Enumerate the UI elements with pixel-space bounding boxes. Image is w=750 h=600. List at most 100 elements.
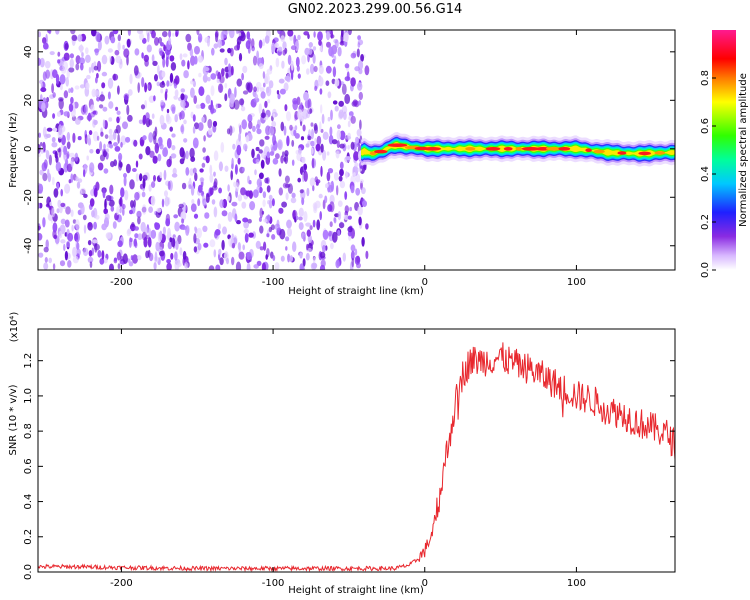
noise-speckle [70,87,74,93]
noise-speckle [300,136,305,141]
noise-speckle [217,39,223,48]
noise-speckle [359,179,364,184]
noise-speckle [39,57,45,68]
noise-speckle [344,93,351,105]
y-tick-label: 40 [23,45,34,58]
noise-speckle [196,227,202,239]
noise-speckle [259,87,265,93]
noise-speckle [246,31,251,40]
noise-speckle [38,233,43,241]
noise-speckle [227,47,232,54]
noise-speckle [339,130,346,141]
noise-speckle [274,223,281,231]
noise-speckle [87,256,94,263]
noise-speckle [253,97,260,103]
noise-speckle [220,142,225,153]
noise-speckle [65,206,71,215]
noise-speckle [248,180,252,185]
noise-speckle [40,87,47,93]
noise-speckle [53,234,58,240]
noise-speckle [62,61,68,71]
noise-speckle [344,205,349,214]
noise-speckle [83,193,88,198]
noise-speckle [93,243,100,251]
noise-speckle [169,126,173,132]
noise-speckle [183,119,187,125]
noise-speckle [68,103,74,112]
noise-speckle [96,72,99,79]
noise-speckle [166,80,170,87]
noise-speckle [129,237,133,243]
noise-speckle [102,119,106,129]
noise-speckle [316,219,321,231]
noise-speckle [319,211,323,221]
noise-speckle [234,86,237,98]
noise-speckle [211,199,216,205]
noise-speckle [278,187,283,196]
noise-speckle [303,91,309,102]
noise-speckle [250,38,255,49]
noise-speckle [38,57,42,66]
noise-speckle [82,214,87,221]
noise-speckle [328,46,334,57]
noise-speckle [174,75,180,85]
noise-speckle [108,55,112,64]
noise-speckle [155,241,160,252]
noise-speckle [57,59,61,64]
noise-speckle [177,234,182,245]
noise-speckle [46,127,53,132]
noise-speckle [126,38,131,48]
noise-speckle [360,54,364,62]
noise-speckle [262,191,267,199]
noise-speckle [81,52,84,58]
noise-speckle [259,207,264,219]
x-tick-label: 0 [422,578,428,589]
noise-speckle [287,30,294,37]
noise-speckle [247,218,252,224]
noise-speckle [102,150,108,157]
noise-speckle [48,154,53,166]
colorbar-label: Normalized spectral amplitude [738,73,749,227]
noise-speckle [364,65,370,76]
noise-speckle [260,91,266,99]
noise-speckle [315,181,319,186]
signal-peak [558,147,571,151]
noise-speckle [118,160,123,171]
noise-speckle [229,30,235,39]
noise-speckle [198,86,205,97]
noise-speckle [190,111,194,119]
noise-speckle [199,168,204,173]
noise-speckle [319,121,322,132]
noise-speckle [268,126,275,136]
noise-speckle [350,77,356,87]
noise-speckle [122,253,128,264]
noise-speckle [247,114,253,123]
noise-speckle [180,125,184,133]
noise-speckle [162,30,168,38]
noise-speckle [51,83,54,94]
noise-speckle [238,32,242,37]
noise-speckle [48,30,52,35]
noise-speckle [242,167,245,172]
noise-speckle [258,39,263,49]
noise-speckle [255,146,260,152]
signal-peak [515,147,523,151]
signal-peak [638,151,651,156]
noise-speckle [134,226,139,231]
noise-speckle [310,140,315,147]
noise-speckle [144,82,148,93]
noise-speckle [309,225,313,231]
noise-speckle [141,52,144,59]
noise-speckle [256,178,262,188]
noise-speckle [252,125,256,132]
noise-speckle [159,250,165,257]
y-tick-label: 0.6 [23,458,34,474]
noise-speckle [286,135,290,147]
noise-speckle [149,150,155,158]
signal-peak [593,149,605,154]
noise-speckle [134,191,140,201]
colorbar-tick-label: 0.6 [700,118,711,134]
noise-speckle [40,142,43,147]
noise-speckle [181,182,187,190]
